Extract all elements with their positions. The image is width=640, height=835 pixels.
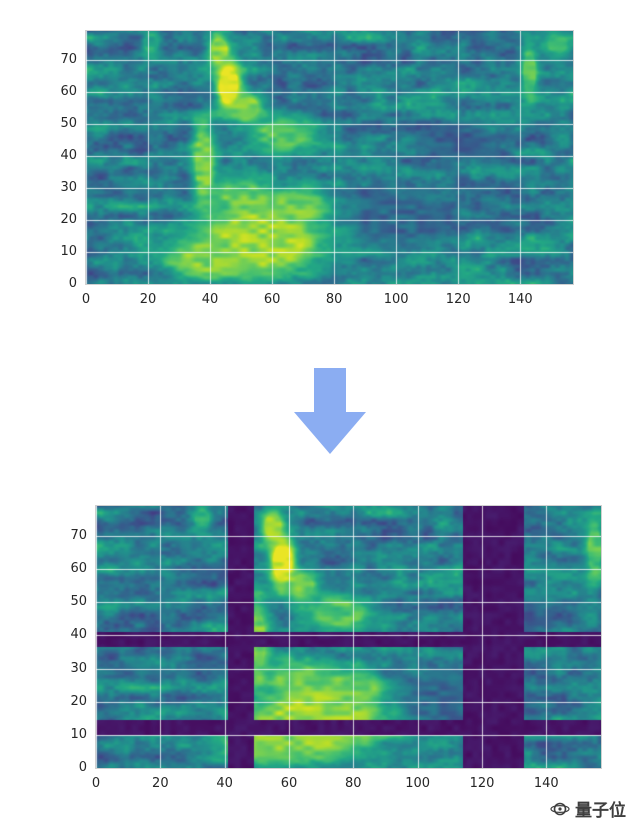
x-tick-label: 100: [383, 292, 409, 307]
x-tick-label: 40: [201, 292, 219, 307]
y-tick-label: 0: [68, 276, 77, 291]
x-tick-label: 120: [445, 292, 471, 307]
x-tick-label: 0: [91, 776, 101, 791]
y-tick-label: 70: [70, 527, 87, 543]
x-tick-label: 140: [533, 776, 559, 791]
y-tick-label: 30: [60, 179, 77, 195]
y-tick-label: 50: [60, 115, 77, 131]
y-tick-label: 60: [60, 83, 77, 99]
x-tick-label: 120: [469, 776, 495, 791]
spectrogram-canvas-masked: [95, 505, 602, 769]
masked-spectrogram-chart: 0 20 40 60 80 100 120 140 0 10 20 30 40 50 60 70: [70, 505, 602, 791]
y-tick-label: 30: [70, 660, 87, 676]
x-tick-label: 40: [216, 776, 233, 791]
y-tick-label: 20: [70, 693, 87, 709]
y-tick-label: 10: [60, 243, 77, 259]
y-tick-label: 0: [78, 760, 87, 775]
qbitai-logo-icon: [550, 802, 570, 815]
y-tick-label: 50: [70, 594, 87, 610]
x-tick-label: 20: [152, 776, 169, 791]
watermark: 量子位: [550, 796, 626, 821]
x-tick-label: 80: [345, 776, 362, 791]
watermark-text: 量子位: [575, 801, 626, 821]
x-tick-label: 20: [139, 292, 157, 307]
original-spectrogram-chart: 0 20 40 60 80 100 120 140 0 10 20 30 40 50 60 70: [60, 30, 574, 307]
x-tick-label: 100: [405, 776, 431, 791]
down-arrow-shaft: [314, 368, 346, 412]
x-tick-label: 60: [280, 776, 298, 791]
down-arrow-icon: [294, 368, 366, 454]
x-tick-label: 0: [81, 292, 91, 307]
down-arrow-head: [294, 412, 366, 454]
x-tick-label: 140: [507, 292, 533, 307]
spectrogram-canvas-original: [85, 30, 574, 285]
x-tick-label: 80: [325, 292, 343, 307]
y-tick-label: 60: [70, 561, 87, 576]
y-tick-label: 40: [60, 147, 77, 163]
y-tick-label: 70: [60, 51, 77, 67]
x-tick-label: 60: [263, 292, 281, 307]
y-tick-label: 40: [70, 627, 87, 643]
y-tick-label: 20: [60, 211, 77, 227]
y-tick-label: 10: [70, 726, 87, 742]
